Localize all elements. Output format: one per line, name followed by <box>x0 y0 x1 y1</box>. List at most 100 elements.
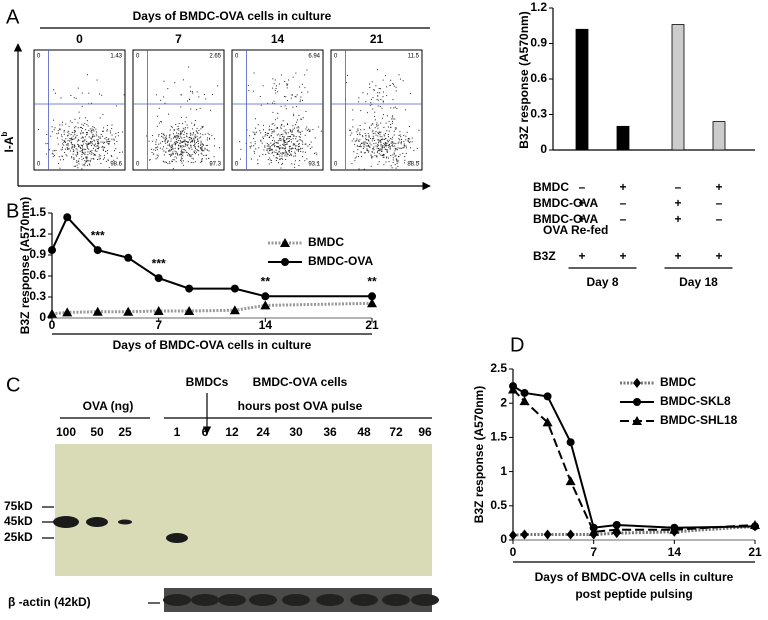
flow-dot <box>59 128 61 130</box>
flow-dot <box>282 143 284 145</box>
flow-dot <box>300 148 302 150</box>
flow-dot <box>108 140 110 142</box>
lane-label: 36 <box>323 425 337 439</box>
flow-dot <box>88 148 90 150</box>
point <box>509 530 517 541</box>
flow-dot <box>393 142 395 144</box>
flow-dot <box>316 154 318 156</box>
flow-dot <box>187 141 189 143</box>
flow-dot <box>172 137 174 139</box>
flow-dot <box>372 147 374 149</box>
flow-dot <box>272 144 274 146</box>
flow-dot <box>116 157 118 159</box>
flow-dot <box>351 140 353 142</box>
flow-dot <box>361 142 363 144</box>
flow-dot <box>254 134 256 136</box>
flow-dot <box>48 149 50 151</box>
flow-dot <box>182 129 184 131</box>
flow-dot <box>68 130 70 132</box>
flow-dot <box>386 130 388 132</box>
flow-dot <box>165 142 167 144</box>
flow-dot <box>73 158 75 160</box>
flow-dot <box>60 134 62 136</box>
flow-dot <box>304 160 306 162</box>
flow-dot <box>304 134 306 136</box>
flow-dot <box>162 160 164 162</box>
flow-dot <box>301 140 303 142</box>
flow-dot <box>256 131 258 133</box>
flow-dot <box>177 137 179 139</box>
flow-dot <box>286 84 288 86</box>
y-axis-label: B3Z response (A570nm) <box>18 197 32 334</box>
flow-dot <box>170 138 172 140</box>
flow-dot <box>392 82 394 84</box>
flow-dot <box>413 150 415 152</box>
flow-dot <box>163 150 165 152</box>
flow-dot <box>188 155 190 157</box>
flow-dot <box>74 145 76 147</box>
flow-dot <box>396 107 398 109</box>
flow-dot <box>90 142 92 144</box>
flow-dot <box>266 150 268 152</box>
flow-dot <box>208 138 210 140</box>
flow-dot <box>59 167 61 169</box>
flow-dot <box>114 136 116 138</box>
flow-dot <box>158 133 160 135</box>
flow-dot <box>169 134 171 136</box>
flow-dot <box>179 154 181 156</box>
actin-band <box>163 594 191 606</box>
flow-dot <box>285 96 287 98</box>
flow-dot <box>372 133 374 135</box>
flow-dot <box>170 154 172 156</box>
quadrant-value: 0 <box>136 54 140 60</box>
flow-dot <box>287 150 289 152</box>
flow-dot <box>100 141 102 143</box>
flow-dot <box>275 159 277 161</box>
flow-dot <box>392 157 394 159</box>
flow-dot <box>393 153 395 155</box>
flow-dot <box>169 129 171 131</box>
flow-dot <box>393 107 395 109</box>
flow-dot <box>280 126 282 128</box>
flow-dot <box>293 144 295 146</box>
flow-column-label: 0 <box>76 32 83 46</box>
flow-dot <box>176 152 178 154</box>
flow-dot <box>271 151 273 153</box>
flow-dot <box>102 130 104 132</box>
flow-dot <box>262 129 264 131</box>
flow-dot <box>86 164 88 166</box>
flow-dot <box>394 118 396 120</box>
flow-dot <box>311 146 313 148</box>
flow-dot <box>390 146 392 148</box>
flow-dot <box>206 154 208 156</box>
point <box>566 529 575 540</box>
flow-dot <box>96 79 98 81</box>
quadrant-value: 97.3 <box>209 162 221 168</box>
flow-dot <box>167 88 169 90</box>
flow-dot <box>275 87 277 89</box>
quadrant-value: 6.94 <box>308 54 320 60</box>
flow-dot <box>211 135 213 137</box>
flow-dot <box>93 139 95 141</box>
flow-dot <box>294 143 296 145</box>
flow-dot <box>361 156 363 158</box>
flow-dot <box>181 158 183 160</box>
flow-dot <box>183 141 185 143</box>
flow-dot <box>260 139 262 141</box>
flow-dot <box>302 141 304 143</box>
flow-dot <box>376 122 378 124</box>
flow-dot <box>206 139 208 141</box>
y-tick-label: 2.5 <box>490 361 507 375</box>
flow-dot <box>291 131 293 133</box>
flow-dot <box>202 125 204 127</box>
flow-dot <box>278 151 280 153</box>
flow-dot <box>272 78 274 80</box>
flow-dot <box>200 136 202 138</box>
flow-dot <box>376 98 378 100</box>
flow-dot <box>291 130 293 132</box>
blot-label: OVA (ng) <box>83 399 134 413</box>
flow-dot <box>291 147 293 149</box>
flow-dot <box>95 133 97 135</box>
flow-dot <box>290 136 292 138</box>
